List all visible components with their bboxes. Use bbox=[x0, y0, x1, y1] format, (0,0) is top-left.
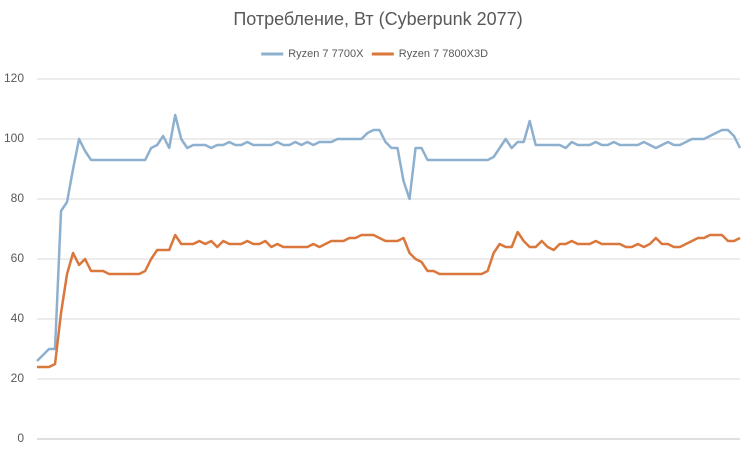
legend-label: Ryzen 7 7800X3D bbox=[399, 48, 488, 60]
y-tick-label: 60 bbox=[11, 251, 25, 265]
y-tick-label: 80 bbox=[11, 191, 25, 205]
legend-label: Ryzen 7 7700X bbox=[288, 48, 364, 60]
y-tick-label: 120 bbox=[4, 71, 24, 85]
series-line bbox=[36, 113, 742, 362]
series-line bbox=[37, 230, 741, 369]
y-tick-label: 100 bbox=[4, 131, 24, 145]
y-tick-label: 0 bbox=[17, 431, 24, 445]
y-tick-label: 40 bbox=[11, 311, 25, 325]
chart-title: Потребление, Вт (Cyberpunk 2077) bbox=[233, 9, 522, 29]
y-tick-label: 20 bbox=[11, 371, 25, 385]
